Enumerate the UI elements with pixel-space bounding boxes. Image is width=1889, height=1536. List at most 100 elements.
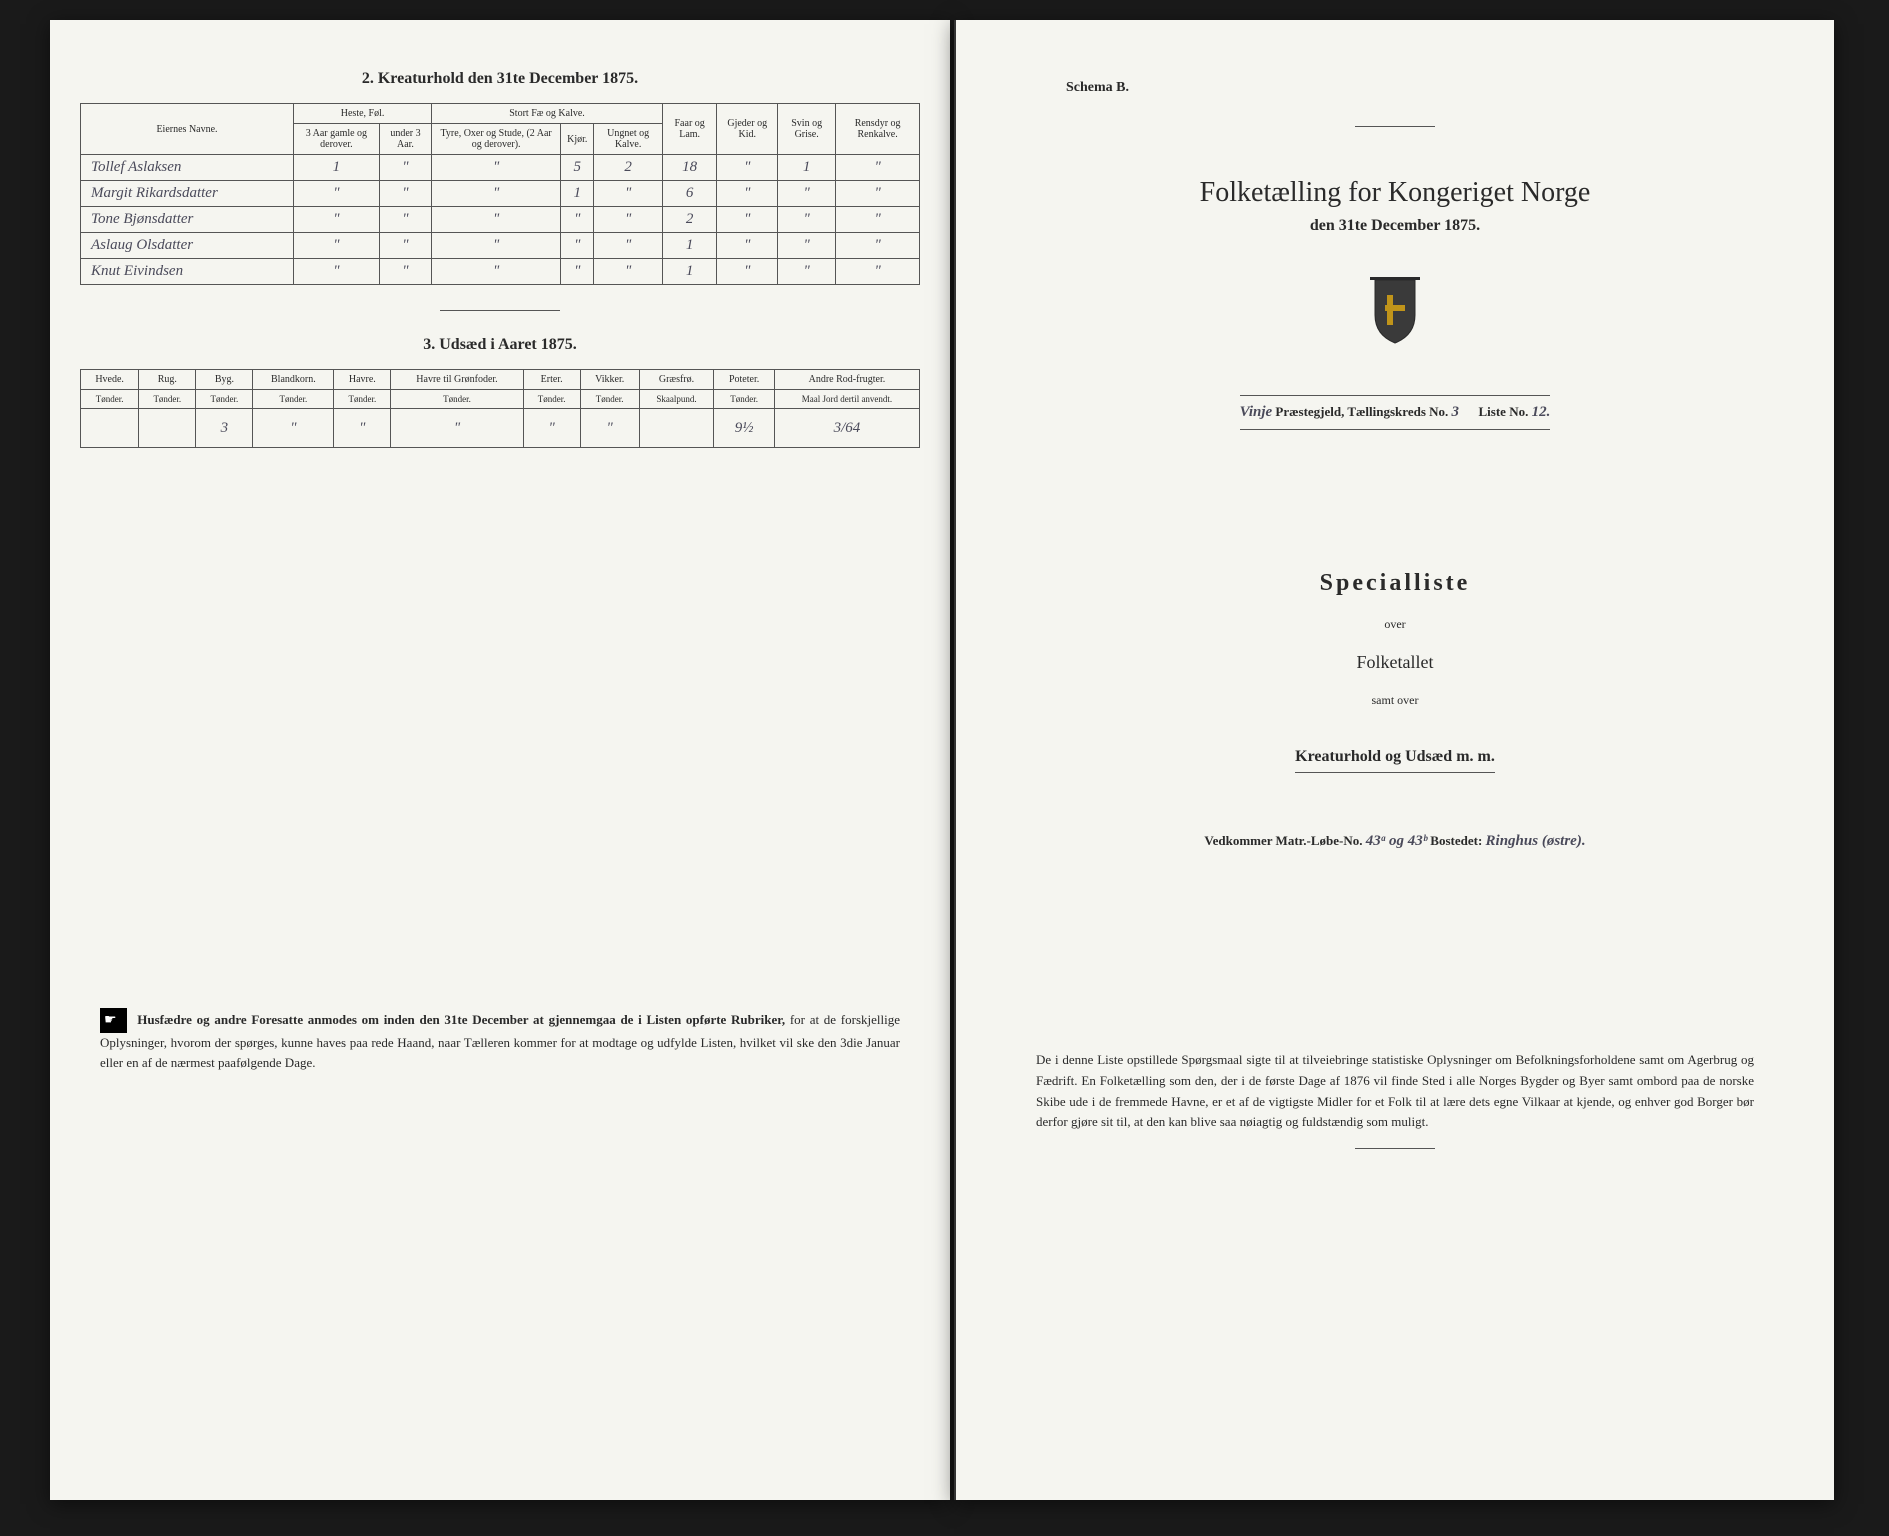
left-page: 2. Kreaturhold den 31te December 1875. E… (50, 20, 950, 1500)
census-sub: den 31te December 1875. (1006, 217, 1784, 235)
cell: " (836, 233, 920, 259)
cell: 1 (561, 181, 594, 207)
right-page: Schema B. Folketælling for Kongeriget No… (954, 20, 1834, 1500)
cell: " (379, 259, 431, 285)
cell: " (432, 207, 561, 233)
kreatur-line: Kreaturhold og Udsæd m. m. (1295, 748, 1495, 773)
cell: " (717, 233, 778, 259)
livestock-table: Eiernes Navne. Heste, Føl. Stort Fæ og K… (80, 103, 920, 285)
matr-no: 43ᵃ og 43ᵇ (1366, 833, 1427, 849)
seed-col-unit: Tønder. (196, 390, 253, 409)
cell: " (294, 259, 380, 285)
col-heste1: 3 Aar gamle og derover. (294, 124, 380, 155)
col-faar: Faar og Lam. (662, 104, 716, 155)
bottom-divider (1355, 1148, 1435, 1149)
notice-left: ☛ Husfædre og andre Foresatte anmodes om… (80, 1008, 920, 1072)
cell: " (294, 233, 380, 259)
cell: 5 (561, 155, 594, 181)
owner-name: Tollef Aslaksen (81, 155, 294, 181)
seed-col-header: Erter. (523, 370, 580, 390)
cell: 1 (294, 155, 380, 181)
seed-col-header: Havre. (334, 370, 391, 390)
cell: " (778, 259, 836, 285)
col-svin: Svin og Grise. (778, 104, 836, 155)
owner-name: Tone Bjønsdatter (81, 207, 294, 233)
cell: " (594, 233, 663, 259)
cell: 1 (662, 233, 716, 259)
table-row: Tone Bjønsdatter"""""2""" (81, 207, 920, 233)
divider (440, 310, 560, 311)
seed-col-unit: Tønder. (714, 390, 775, 409)
cell: 1 (662, 259, 716, 285)
cell: " (334, 409, 391, 448)
seed-col-unit: Tønder. (391, 390, 523, 409)
cell: " (379, 233, 431, 259)
col-stort3: Ungnet og Kalve. (594, 124, 663, 155)
cell: " (561, 207, 594, 233)
cell: " (836, 259, 920, 285)
seed-col-header: Græsfrø. (639, 370, 714, 390)
seed-col-header: Blandkorn. (253, 370, 334, 390)
cell: " (717, 181, 778, 207)
col-heste2: under 3 Aar. (379, 124, 431, 155)
parish-name: Vinje (1240, 404, 1273, 420)
seed-col-unit: Maal Jord dertil anvendt. (774, 390, 919, 409)
cell: " (778, 233, 836, 259)
cell: 2 (594, 155, 663, 181)
cell: 6 (662, 181, 716, 207)
table-row: Tollef Aslaksen1""5218"1" (81, 155, 920, 181)
table-row: Knut Eivindsen"""""1""" (81, 259, 920, 285)
parish-line: Vinje Præstegjeld, Tællingskreds No. 3 L… (1240, 395, 1551, 430)
cell: " (432, 259, 561, 285)
seed-col-unit: Tønder. (139, 390, 196, 409)
bosted-label: Bostedet: (1430, 833, 1482, 848)
specialliste: Specialliste (1006, 570, 1784, 597)
seed-col-header: Byg. (196, 370, 253, 390)
cell: " (432, 233, 561, 259)
section2-title: 2. Kreaturhold den 31te December 1875. (80, 70, 920, 88)
seed-col-header: Andre Rod-frugter. (774, 370, 919, 390)
seed-table: Hvede.Rug.Byg.Blandkorn.Havre.Havre til … (80, 369, 920, 448)
folketallet: Folketallet (1006, 652, 1784, 673)
small-divider (1355, 126, 1435, 127)
owner-name: Knut Eivindsen (81, 259, 294, 285)
matr-label: Vedkommer Matr.-Løbe-No. (1204, 833, 1362, 848)
col-stort2: Kjør. (561, 124, 594, 155)
seed-col-unit: Tønder. (253, 390, 334, 409)
col-group-stort: Stort Fæ og Kalve. (432, 104, 663, 124)
seed-col-unit: Tønder. (580, 390, 639, 409)
cell: " (836, 155, 920, 181)
cell: " (594, 181, 663, 207)
seed-col-unit: Tønder. (523, 390, 580, 409)
seed-col-header: Rug. (139, 370, 196, 390)
census-title: Folketælling for Kongeriget Norge (1006, 177, 1784, 209)
cell: " (778, 181, 836, 207)
cell: " (717, 259, 778, 285)
seed-col-header: Poteter. (714, 370, 775, 390)
seed-col-unit: Tønder. (81, 390, 139, 409)
seed-col-header: Havre til Grønfoder. (391, 370, 523, 390)
col-gjeder: Gjeder og Kid. (717, 104, 778, 155)
cell: " (253, 409, 334, 448)
cell: 3 (196, 409, 253, 448)
section3-title: 3. Udsæd i Aaret 1875. (80, 336, 920, 354)
over1: over (1006, 617, 1784, 632)
cell: " (836, 181, 920, 207)
cell: " (778, 207, 836, 233)
col-name: Eiernes Navne. (81, 104, 294, 155)
cell: 3/64 (774, 409, 919, 448)
cell: " (580, 409, 639, 448)
notice-bold: Husfædre og andre Foresatte anmodes om i… (137, 1012, 785, 1027)
seed-col-header: Hvede. (81, 370, 139, 390)
cell: " (561, 233, 594, 259)
cell: " (594, 207, 663, 233)
cell: " (836, 207, 920, 233)
notice-right: De i denne Liste opstillede Spørgsmaal s… (1006, 1050, 1784, 1133)
cell: " (432, 181, 561, 207)
cell: " (717, 207, 778, 233)
liste-no: 12. (1532, 404, 1551, 420)
col-stort1: Tyre, Oxer og Stude, (2 Aar og derover). (432, 124, 561, 155)
liste-label: Liste No. (1479, 404, 1529, 419)
cell: " (379, 181, 431, 207)
cell (81, 409, 139, 448)
